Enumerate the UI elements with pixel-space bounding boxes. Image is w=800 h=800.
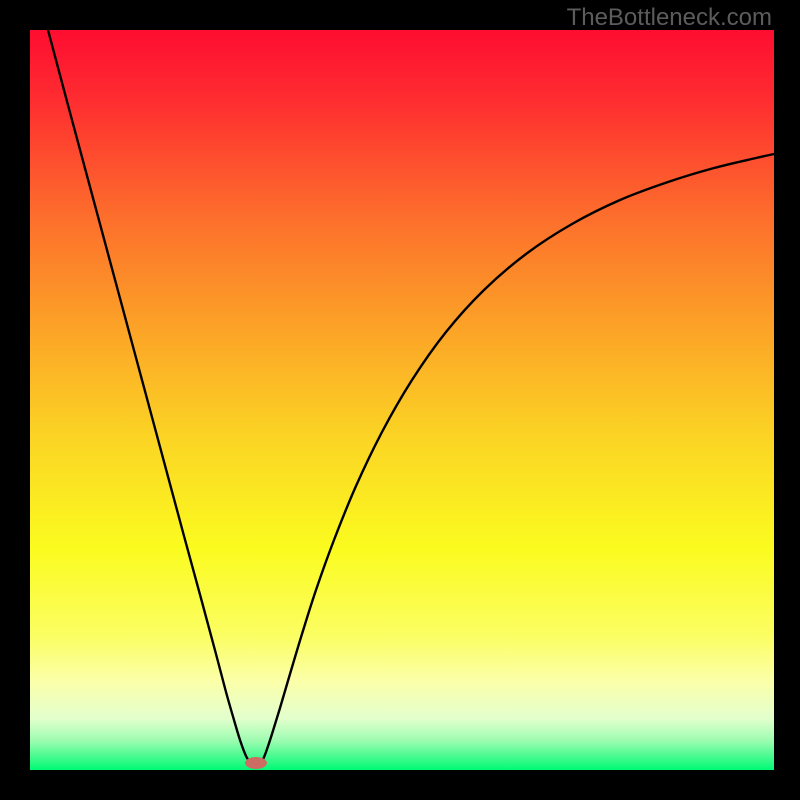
chart-container: TheBottleneck.com: [0, 0, 800, 800]
minimum-marker: [245, 757, 267, 769]
chart-svg: [0, 0, 800, 800]
plot-area: [30, 30, 774, 770]
watermark-text: TheBottleneck.com: [567, 4, 772, 32]
